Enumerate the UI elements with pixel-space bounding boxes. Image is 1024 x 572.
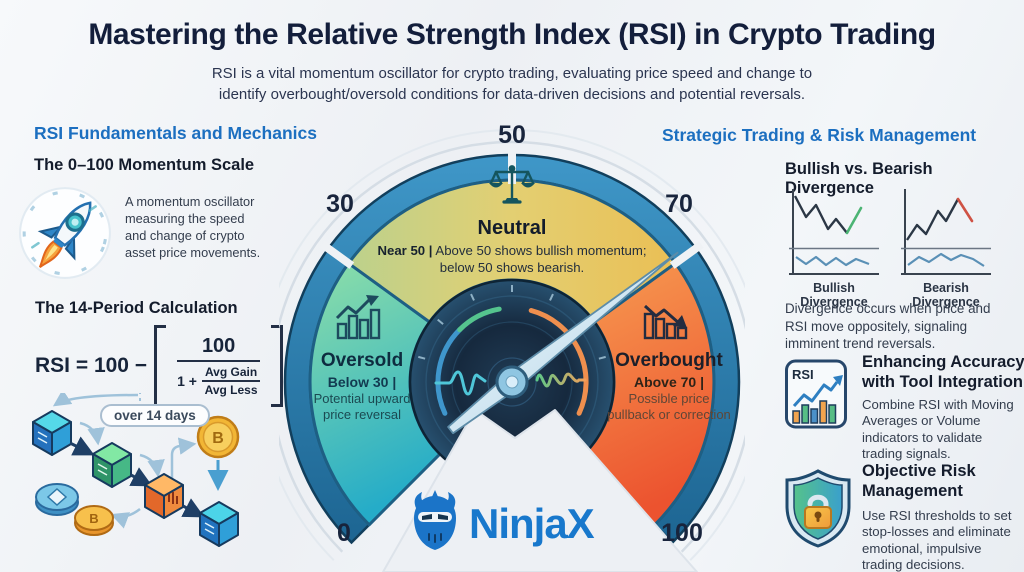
page-subtitle: RSI is a vital momentum oscillator for c… xyxy=(0,63,1024,105)
page-title: Mastering the Relative Strength Index (R… xyxy=(88,18,936,51)
bitcoin-coin: B xyxy=(196,415,240,459)
risk-heading-line1: Objective Risk xyxy=(862,462,976,480)
accuracy-heading-line1: Enhancing Accuracy xyxy=(862,353,1024,371)
neutral-desc-text: Above 50 shows bullish momentum; below 5… xyxy=(435,243,647,276)
bar-chart-up-icon xyxy=(333,295,391,346)
bullish-divergence-chart xyxy=(786,186,882,283)
blue-cube-1 xyxy=(32,410,72,456)
rsi-tool-icon: RSI xyxy=(784,356,848,435)
accuracy-text: Combine RSI with Moving Averages or Volu… xyxy=(862,397,1014,462)
divergence-heading: Bullish vs. Bearish Divergence xyxy=(785,160,933,197)
right-section-title: Strategic Trading & Risk Management xyxy=(662,125,977,145)
green-cube xyxy=(92,442,132,488)
calculation-heading: The 14-Period Calculation xyxy=(35,299,238,317)
mountain-cutout xyxy=(382,409,698,572)
formula-prefix: RSI = 100 − xyxy=(35,354,148,377)
neutral-range: Near 50 | xyxy=(377,243,433,258)
accuracy-heading: Enhancing Accuracy with Tool Integration xyxy=(862,352,1024,392)
oversold-range: Below 30 | xyxy=(327,374,397,390)
period-label-pill: over 14 days xyxy=(100,404,210,427)
bar-chart-down-icon xyxy=(640,304,698,346)
bitcoin-coin-2: B xyxy=(74,505,114,536)
right-bracket xyxy=(271,325,284,407)
fraction-numerator: 100 xyxy=(201,335,236,357)
denominator-prefix: 1 + xyxy=(177,373,197,389)
neutral-description: Near 50 | Above 50 shows bullish momentu… xyxy=(372,242,652,276)
left-section-title: RSI Fundamentals and Mechanics xyxy=(34,123,317,143)
bullish-caption: Bullish Divergence xyxy=(800,281,868,309)
avg-loss-label: Avg Less xyxy=(204,383,258,397)
dial-ticks xyxy=(418,285,606,360)
ninja-mascot-icon xyxy=(408,490,462,557)
tick-label-0: 0 xyxy=(337,519,351,547)
formula-fraction: 100 1 + Avg Gain Avg Less xyxy=(173,335,264,397)
momentum-scale-text: A momentum oscillator measuring the spee… xyxy=(125,194,261,260)
overbought-title: Overbought xyxy=(615,350,723,371)
svg-text:B: B xyxy=(89,511,98,526)
avg-gain-label: Avg Gain xyxy=(201,365,261,382)
fraction-bar xyxy=(177,360,261,362)
shield-lock-icon xyxy=(783,468,853,553)
balance-scale-icon xyxy=(488,165,536,213)
ethereum-coin xyxy=(35,483,79,516)
risk-heading-line2: Management xyxy=(862,482,963,501)
overbought-block: Overbought Above 70 | Possible price pul… xyxy=(604,294,734,424)
neutral-block: Neutral Near 50 | Above 50 shows bullish… xyxy=(372,163,652,276)
tick-label-100: 100 xyxy=(661,519,703,547)
blue-cube-2 xyxy=(199,501,239,547)
tick-label-30: 30 xyxy=(326,190,354,218)
brand-name: NinjaX xyxy=(469,499,595,547)
svg-text:B: B xyxy=(212,430,224,447)
oversold-block: Oversold Below 30 | Potential upward pri… xyxy=(301,294,423,424)
neutral-title: Neutral xyxy=(477,217,547,239)
risk-heading: Objective Risk Management xyxy=(862,461,1024,501)
brand-logo: NinjaX xyxy=(408,490,595,557)
rsi-gauge xyxy=(259,118,765,572)
tick-label-70: 70 xyxy=(665,190,693,218)
orange-cube xyxy=(144,473,184,519)
subtitle-line-2: identify overbought/oversold conditions … xyxy=(218,86,806,103)
overbought-desc: Possible price pullback or correction xyxy=(607,391,731,423)
crypto-flow-diagram: B B xyxy=(10,389,275,572)
rocket-icon xyxy=(16,184,114,287)
bearish-caption: Bearish Divergence xyxy=(912,281,980,309)
gain-loss-fraction: Avg Gain Avg Less xyxy=(201,365,261,397)
momentum-scale-heading: The 0–100 Momentum Scale xyxy=(34,156,255,174)
waveform-right xyxy=(535,372,587,388)
accuracy-heading-line2: with Tool Integration xyxy=(862,373,1024,392)
waveform-left xyxy=(434,370,487,396)
subtitle-line-1: RSI is a vital momentum oscillator for c… xyxy=(211,65,813,82)
bearish-divergence-chart xyxy=(898,186,994,283)
oversold-desc: Potential upward price reversal xyxy=(313,391,411,423)
risk-text: Use RSI thresholds to set stop-losses an… xyxy=(862,508,1012,572)
rsi-formula: RSI = 100 − 100 1 + Avg Gain Avg Less xyxy=(35,325,284,407)
svg-text:RSI: RSI xyxy=(792,367,814,382)
oversold-title: Oversold xyxy=(320,350,404,371)
divergence-text: Divergence occurs when price and RSI mov… xyxy=(785,301,991,352)
tick-label-50: 50 xyxy=(498,121,526,149)
overbought-range: Above 70 | xyxy=(633,374,705,390)
